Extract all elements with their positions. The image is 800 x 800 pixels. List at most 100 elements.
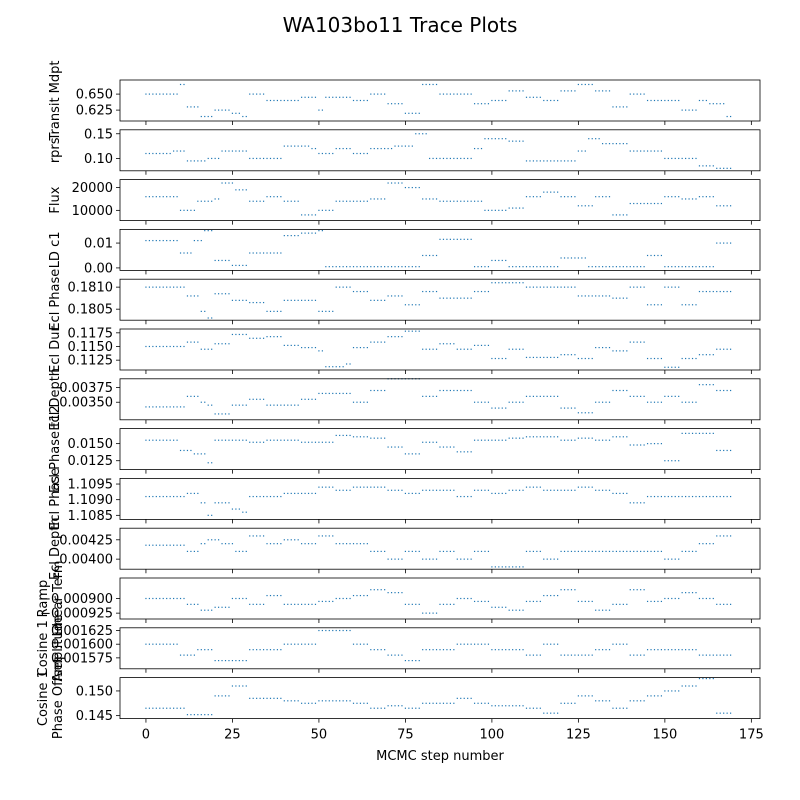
trace-point (224, 606, 227, 608)
trace-point (650, 649, 652, 651)
trace-point (235, 597, 237, 600)
trace-point (290, 145, 292, 147)
trace-point (640, 202, 642, 205)
trace-point (584, 83, 586, 86)
y-tick-label: 0.145 (76, 709, 113, 724)
trace-point (377, 707, 379, 709)
trace-point (470, 495, 472, 498)
trace-point (484, 643, 486, 645)
trace-point (633, 700, 635, 702)
trace-point (283, 439, 285, 441)
trace-point (145, 495, 147, 498)
trace-point (204, 609, 206, 611)
trace-point (615, 297, 618, 299)
trace-point (366, 200, 368, 202)
trace-point (404, 145, 407, 147)
y-tick-label: 0.001575 (51, 651, 113, 666)
trace-point (705, 354, 707, 356)
trace-point (356, 643, 358, 645)
trace-point (608, 346, 611, 349)
trace-point (567, 489, 569, 491)
trace-point (238, 404, 240, 406)
trace-point (373, 93, 375, 95)
trace-point (335, 543, 337, 545)
trace-point (702, 196, 704, 198)
trace-point (148, 406, 151, 408)
trace-point (217, 343, 220, 345)
trace-point (491, 439, 493, 441)
y-tick-label: 0.10 (84, 152, 113, 167)
trace-point (460, 238, 462, 240)
trace-point (629, 700, 631, 702)
trace-point (173, 150, 175, 152)
trace-point (231, 508, 234, 510)
trace-point (591, 654, 593, 656)
trace-point (446, 489, 448, 491)
trace-point (266, 649, 268, 651)
trace-point (197, 160, 199, 162)
trace-point (557, 395, 559, 397)
trace-point (491, 407, 493, 409)
trace-point (325, 209, 327, 211)
trace-point (532, 286, 535, 288)
trace-point (442, 93, 445, 95)
trace-point (560, 654, 562, 656)
trace-point (633, 550, 635, 553)
trace-point (155, 707, 157, 709)
trace-point (446, 389, 448, 392)
trace-point (166, 544, 168, 546)
trace-point (352, 266, 355, 268)
trace-point (536, 654, 538, 656)
trace-point (633, 654, 635, 656)
trace-point (536, 436, 538, 438)
trace-point (646, 695, 649, 697)
trace-point (404, 112, 407, 114)
trace-point (532, 196, 535, 198)
trace-point (508, 705, 510, 707)
trace-point (653, 202, 656, 205)
trace-point (390, 489, 393, 491)
trace-point (629, 589, 631, 591)
trace-point (249, 697, 251, 699)
trace-point (536, 266, 538, 268)
trace-point (169, 196, 171, 198)
trace-point (567, 702, 569, 704)
trace-point (570, 550, 573, 553)
trace-point (397, 446, 400, 448)
trace-point (612, 214, 614, 216)
trace-point (557, 356, 559, 359)
trace-point (626, 707, 628, 709)
trace-point (595, 138, 597, 140)
trace-point (636, 502, 638, 504)
trace-point (543, 395, 545, 397)
trace-point (249, 301, 251, 304)
trace-point (221, 439, 223, 441)
trace-point (467, 297, 469, 299)
trace-point (397, 103, 400, 105)
trace-point (543, 356, 545, 359)
trace-point (224, 695, 227, 697)
trace-point (536, 600, 538, 603)
trace-point (224, 182, 227, 184)
trace-point (390, 558, 393, 560)
trace-point (176, 239, 178, 242)
trace-point (546, 286, 548, 288)
trace-point (660, 443, 663, 445)
trace-point (678, 286, 680, 288)
y-axis-label: Cosine 1 (36, 670, 51, 726)
trace-point (522, 266, 524, 268)
trace-point (577, 695, 579, 697)
trace-point (290, 299, 292, 301)
trace-point (619, 266, 621, 268)
trace-point (179, 707, 182, 709)
trace-point (166, 286, 168, 288)
trace-point (245, 115, 247, 118)
trace-point (550, 99, 552, 102)
trace-point (646, 357, 649, 360)
trace-point (664, 558, 666, 560)
trace-point (470, 558, 472, 560)
trace-point (522, 90, 524, 92)
trace-point (432, 441, 434, 443)
